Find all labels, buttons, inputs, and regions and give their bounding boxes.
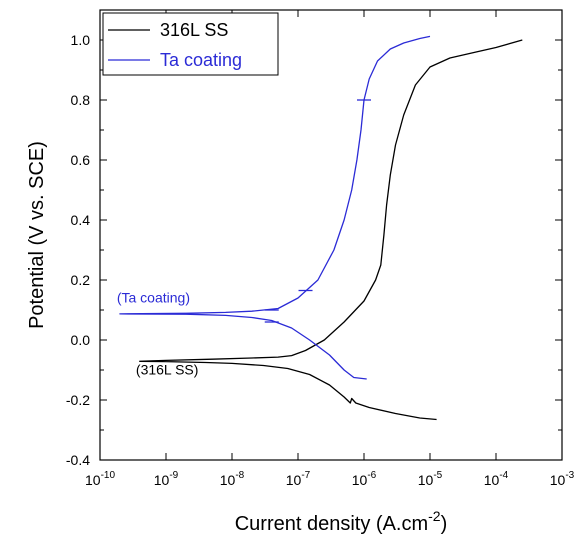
y-tick-label: 1.0 bbox=[71, 32, 91, 48]
x-axis-title-part: -2 bbox=[428, 508, 441, 524]
y-tick-label: -0.2 bbox=[66, 392, 90, 408]
y-tick-label: 0.6 bbox=[71, 152, 91, 168]
x-tick-label-base: 10 bbox=[352, 472, 368, 488]
x-tick-label: 10-5 bbox=[418, 470, 443, 488]
x-tick-label: 10-9 bbox=[154, 470, 179, 488]
y-tick-label: 0.0 bbox=[71, 332, 91, 348]
x-tick-label-exponent: -8 bbox=[235, 470, 244, 481]
x-tick-label-exponent: -9 bbox=[169, 470, 178, 481]
x-tick-label-exponent: -10 bbox=[101, 470, 116, 481]
legend-box bbox=[102, 12, 279, 76]
x-tick-label-base: 10 bbox=[550, 472, 566, 488]
x-axis-title-part: ) bbox=[441, 513, 448, 535]
y-tick-label: 0.8 bbox=[71, 92, 91, 108]
x-axis-title: Current density (A.cm-2) bbox=[235, 508, 448, 535]
x-tick-label: 10-10 bbox=[85, 470, 115, 488]
x-tick-label-exponent: -4 bbox=[499, 470, 508, 481]
x-tick-label-base: 10 bbox=[220, 472, 236, 488]
x-tick-label-base: 10 bbox=[85, 472, 101, 488]
plot-frame bbox=[99, 9, 563, 461]
plot-area: 10-10 10-9 10-8 10-7 10-6 10-5 10-4 10-3-0.4-0.… bbox=[26, 9, 575, 535]
x-tick-label-base: 10 bbox=[154, 472, 170, 488]
x-tick-label-exponent: -5 bbox=[433, 470, 442, 481]
series-line-316l-ss bbox=[139, 39, 523, 421]
x-tick-label: 10-4 bbox=[484, 470, 509, 488]
x-tick-label: 10-8 bbox=[220, 470, 245, 488]
curve-annotation: (316L SS) bbox=[136, 362, 199, 378]
x-axis-title-part: Current density (A.cm bbox=[235, 513, 428, 535]
y-tick-label: -0.4 bbox=[66, 452, 90, 468]
x-tick-label-exponent: -7 bbox=[301, 470, 310, 481]
x-tick-label-base: 10 bbox=[286, 472, 302, 488]
legend-label: Ta coating bbox=[160, 50, 242, 70]
y-tick-label: 0.2 bbox=[71, 272, 91, 288]
y-axis-title: Potential (V vs. SCE) bbox=[26, 141, 48, 329]
y-tick-label: 0.4 bbox=[71, 212, 91, 228]
x-tick-label-base: 10 bbox=[484, 472, 500, 488]
x-tick-label-exponent: -6 bbox=[367, 470, 376, 481]
curve-annotation: (Ta coating) bbox=[117, 290, 190, 306]
x-tick-label-exponent: -3 bbox=[565, 470, 574, 481]
x-tick-label: 10-6 bbox=[352, 470, 377, 488]
x-tick-label: 10-7 bbox=[286, 470, 311, 488]
legend-label: 316L SS bbox=[160, 20, 228, 40]
x-tick-label-base: 10 bbox=[418, 472, 434, 488]
series-line-ta-coating bbox=[119, 35, 431, 380]
x-tick-label: 10-3 bbox=[550, 470, 575, 488]
